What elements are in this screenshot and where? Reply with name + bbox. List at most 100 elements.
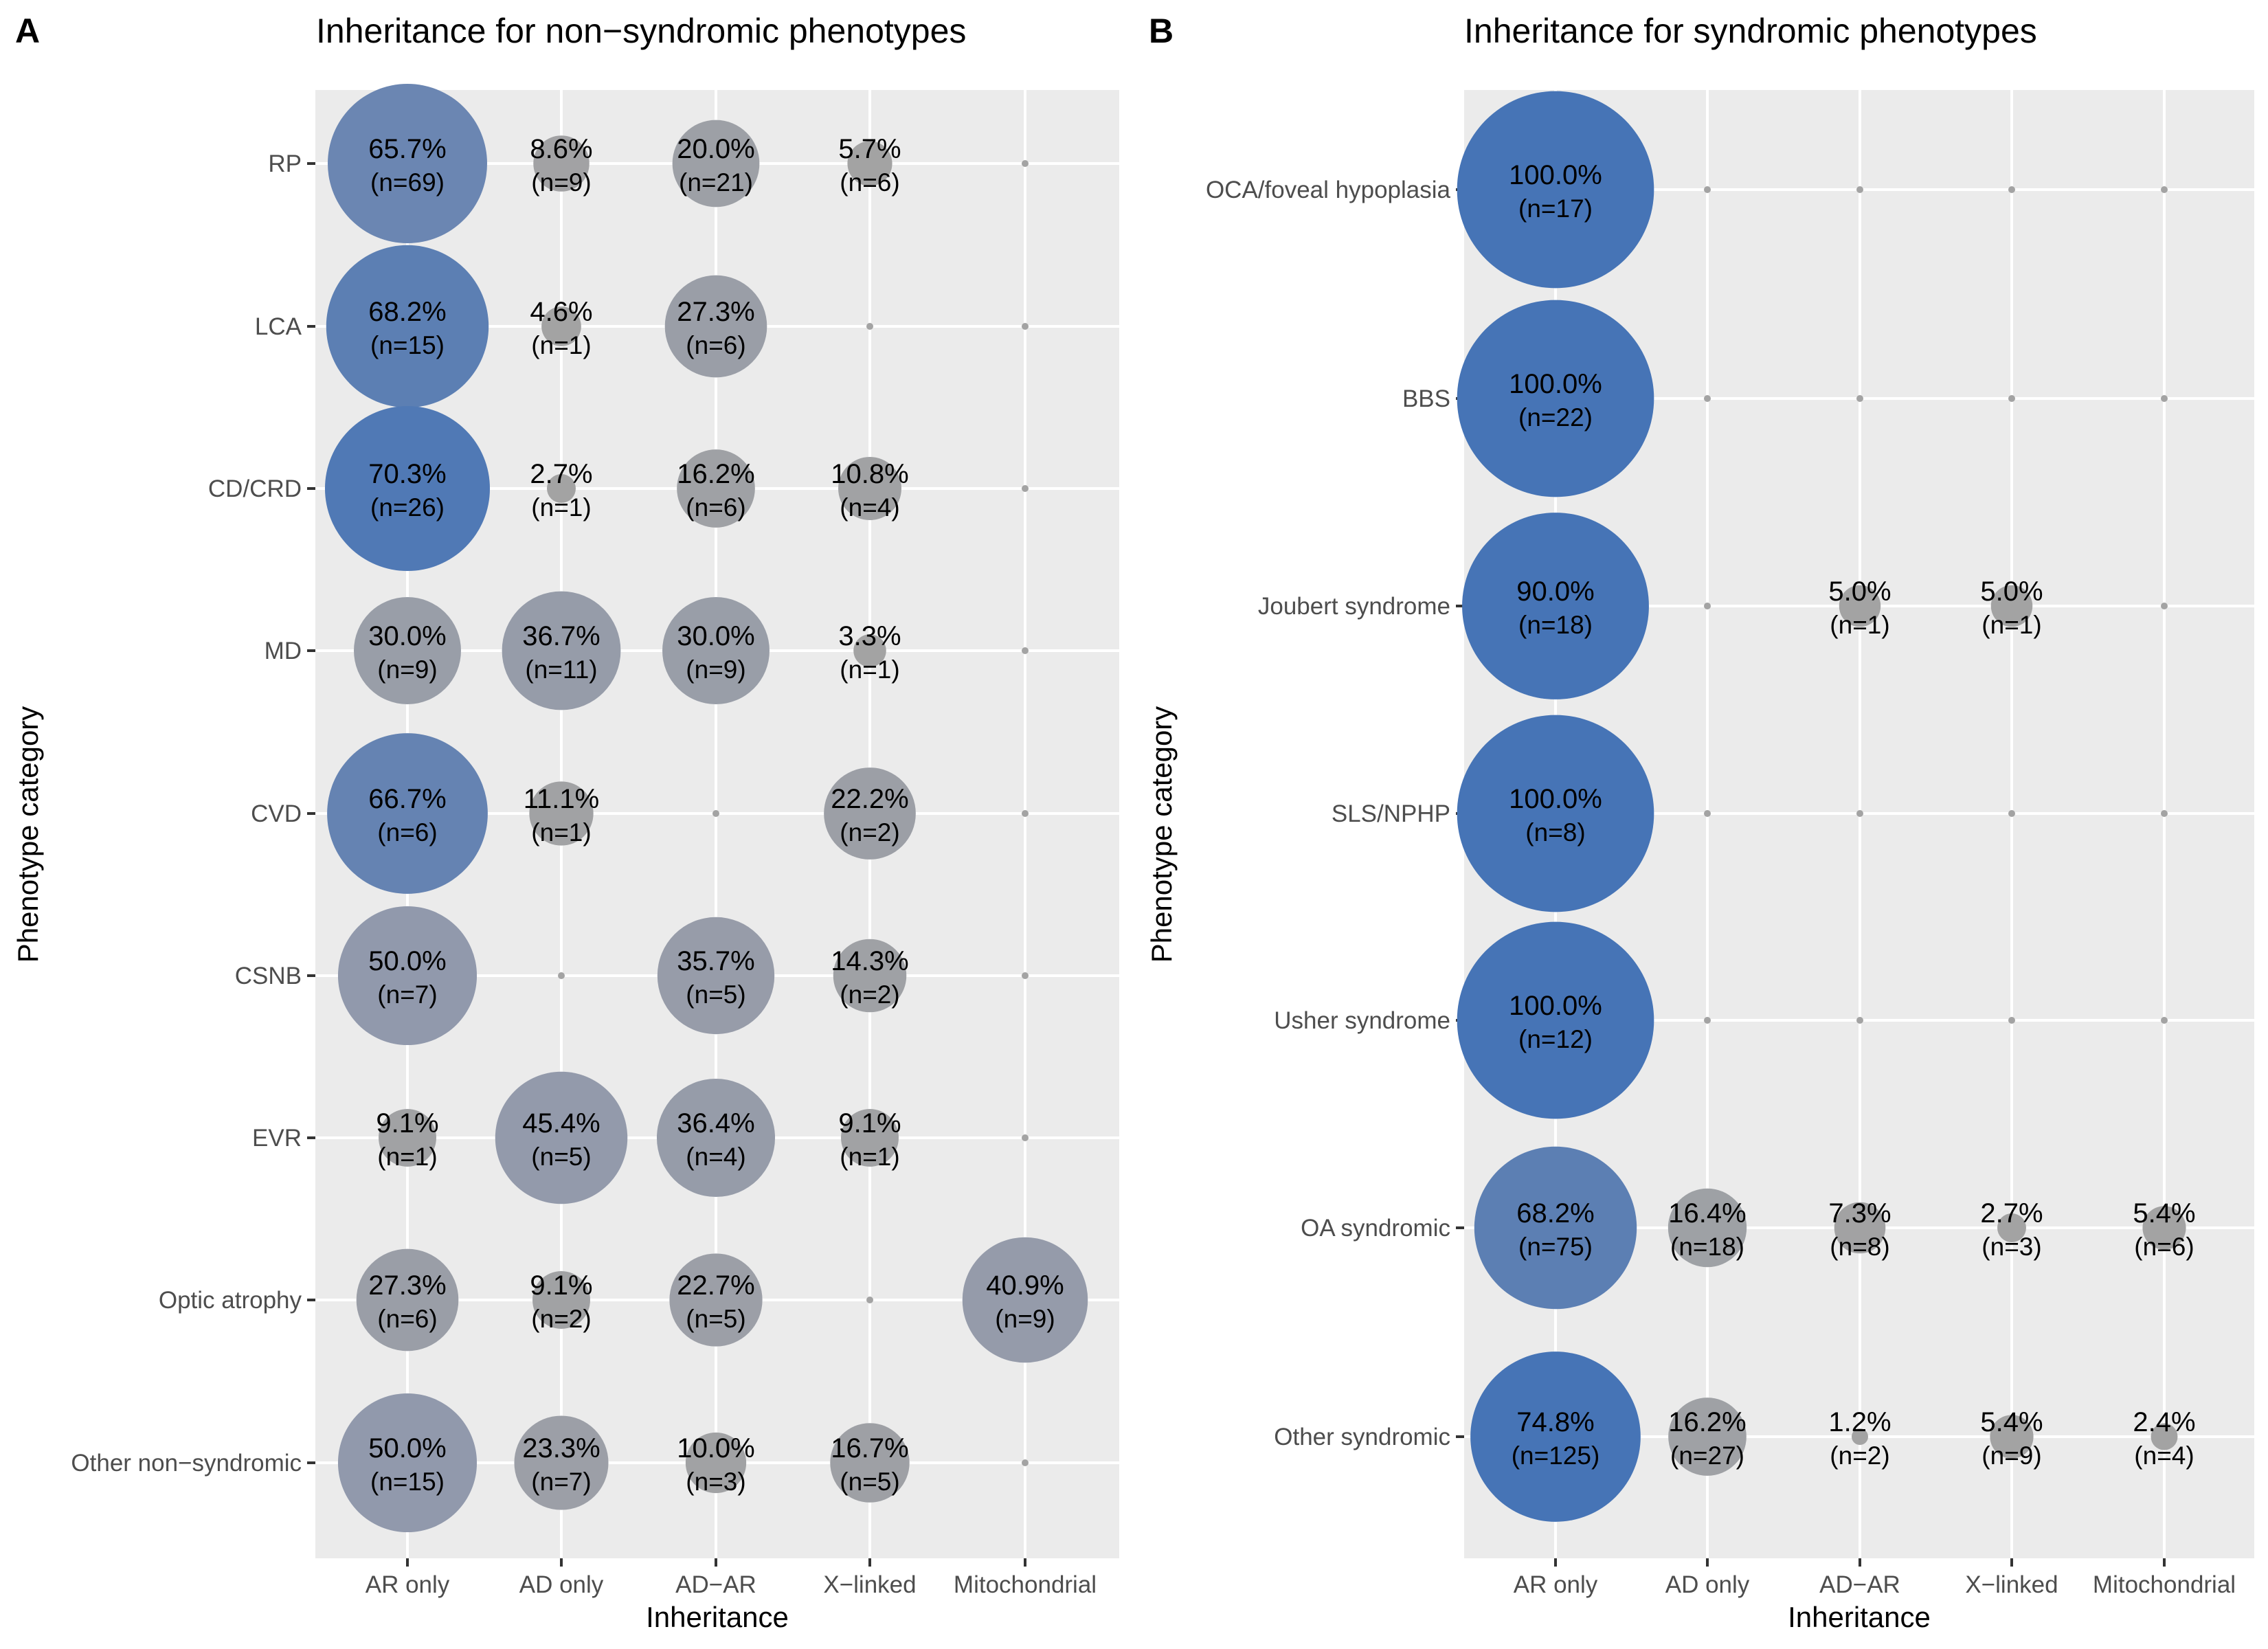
count-label: (n=7) (531, 1468, 591, 1496)
percent-label: 22.2% (831, 784, 908, 814)
count-label: (n=5) (840, 1468, 899, 1496)
x-axis-title: Inheritance (1788, 1601, 1931, 1633)
x-tick-label: AD only (519, 1571, 604, 1598)
percent-label: 27.3% (677, 297, 754, 327)
percent-label: 68.2% (1516, 1198, 1594, 1229)
count-label: (n=1) (1830, 611, 1889, 639)
percent-label: 70.3% (368, 459, 446, 489)
bubble (529, 781, 594, 846)
zero-point (1704, 810, 1711, 817)
bubble (830, 1423, 910, 1503)
x-tick-label: AD only (1665, 1571, 1750, 1598)
percent-label: 5.0% (1980, 576, 2043, 607)
zero-point (2161, 186, 2168, 193)
panel-b: B Inheritance for syndromic phenotypes OCA… (1145, 12, 2254, 1633)
bubble (962, 1237, 1088, 1363)
count-label: (n=5) (531, 1143, 591, 1171)
bubble (672, 120, 760, 207)
bubble (669, 1253, 763, 1347)
y-tick-label: CD/CRD (208, 475, 302, 502)
bubble (1457, 300, 1654, 497)
zero-point (2008, 395, 2015, 402)
bubble (838, 457, 901, 520)
bubble (824, 767, 916, 860)
chart-title: Inheritance for non−syndromic phenotypes (316, 12, 966, 50)
percent-label: 36.4% (677, 1108, 754, 1138)
bubble (514, 1415, 609, 1510)
percent-label: 4.6% (530, 297, 592, 327)
bubble (685, 1432, 747, 1494)
percent-label: 11.1% (524, 784, 599, 814)
zero-point (2008, 1017, 2015, 1024)
count-label: (n=8) (1525, 818, 1585, 846)
count-label: (n=2) (531, 1305, 591, 1333)
y-tick-label: MD (265, 638, 302, 664)
count-label: (n=9) (531, 168, 591, 197)
percent-label: 1.2% (1828, 1407, 1891, 1437)
bubble (1990, 585, 2033, 627)
y-tick-label: RP (268, 150, 302, 177)
bubble (2151, 1423, 2178, 1450)
percent-label: 5.0% (1828, 576, 1891, 607)
zero-point (2161, 1017, 2168, 1024)
bubble (1462, 513, 1649, 699)
percent-label: 50.0% (368, 946, 446, 976)
bubble (541, 306, 581, 346)
count-label: (n=1) (840, 655, 899, 684)
count-label: (n=4) (686, 1143, 745, 1171)
zero-point (1022, 1134, 1029, 1141)
zero-point (1704, 395, 1711, 402)
count-label: (n=7) (377, 980, 437, 1009)
percent-label: 65.7% (368, 134, 446, 164)
count-label: (n=4) (840, 493, 899, 521)
count-label: (n=6) (686, 493, 745, 521)
percent-label: 5.7% (838, 134, 901, 164)
percent-label: 10.8% (831, 459, 908, 489)
zero-point (1022, 647, 1029, 654)
percent-label: 68.2% (368, 297, 446, 327)
bubble (1668, 1398, 1747, 1476)
percent-label: 50.0% (368, 1433, 446, 1463)
percent-label: 14.3% (831, 946, 908, 976)
count-label: (n=1) (840, 1143, 899, 1171)
panel-a: A Inheritance for non−syndromic phenotype… (12, 12, 1119, 1633)
x-tick-label: X−linked (1965, 1571, 2058, 1598)
bubble (379, 1109, 436, 1167)
panel-tag: B (1149, 12, 1174, 50)
percent-label: 100.0% (1509, 784, 1602, 814)
percent-label: 16.4% (1668, 1198, 1746, 1229)
zero-point (2161, 395, 2168, 402)
y-axis-title: Phenotype category (1145, 706, 1178, 963)
bubble (337, 1393, 478, 1533)
count-label: (n=6) (377, 1305, 437, 1333)
bubble (1457, 715, 1654, 912)
percent-label: 20.0% (677, 134, 754, 164)
percent-label: 35.7% (677, 946, 754, 976)
count-label: (n=5) (686, 980, 745, 1009)
zero-point (2161, 810, 2168, 817)
count-label: (n=1) (377, 1143, 437, 1171)
y-tick-label: LCA (255, 313, 302, 340)
bubble (532, 1271, 590, 1329)
zero-point (866, 1297, 873, 1303)
percent-label: 5.4% (1980, 1407, 2043, 1437)
zero-point (1022, 810, 1029, 817)
count-label: (n=9) (1981, 1442, 2041, 1470)
y-tick-label: Optic atrophy (159, 1287, 302, 1314)
zero-point (1856, 186, 1863, 193)
bubble (1852, 1428, 1868, 1445)
percent-label: 2.7% (1980, 1198, 2043, 1229)
count-label: (n=3) (1981, 1233, 2041, 1261)
bubble (1668, 1188, 1747, 1268)
y-tick-label: Other syndromic (1274, 1424, 1450, 1450)
percent-label: 7.3% (1828, 1198, 1891, 1229)
bubble (533, 135, 590, 192)
bubble (833, 939, 907, 1013)
bubble (656, 1078, 776, 1198)
count-label: (n=4) (2134, 1442, 2194, 1470)
x-tick-label: AR only (366, 1571, 450, 1598)
bubble (547, 474, 576, 503)
x-tick-label: AD−AR (1819, 1571, 1900, 1598)
percent-label: 5.4% (2133, 1198, 2195, 1229)
percent-label: 100.0% (1509, 991, 1602, 1021)
